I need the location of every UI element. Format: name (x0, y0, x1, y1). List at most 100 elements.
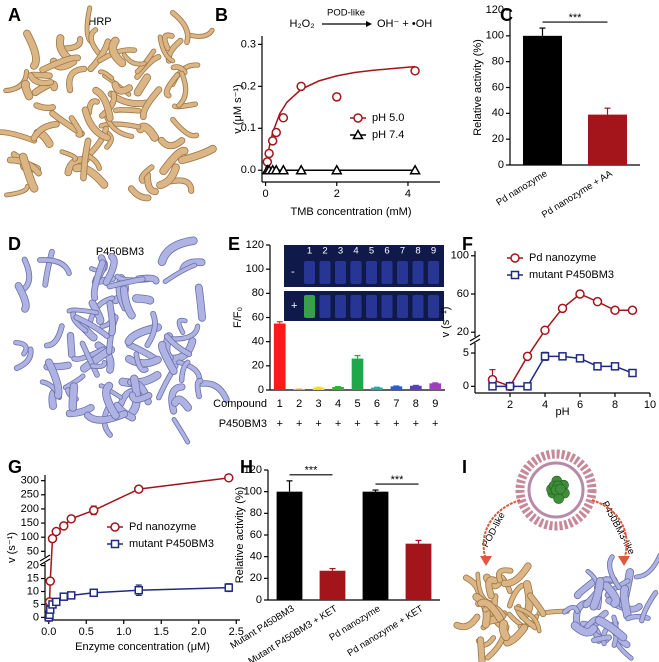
ribbon (44, 324, 64, 348)
bar (390, 386, 403, 390)
inset-column-label: 8 (415, 246, 420, 257)
bar (429, 383, 442, 390)
panel-label: E (228, 234, 240, 254)
ribbon (639, 590, 658, 623)
y-tick-label: 200 (21, 503, 39, 515)
marker (270, 164, 283, 175)
ribbon (590, 577, 604, 610)
condition-label: + (315, 418, 321, 430)
y-tick-label: 0.3 (241, 38, 256, 50)
vial (304, 261, 315, 284)
ribbon (19, 153, 38, 192)
x-tick-label: 1 (277, 398, 283, 410)
image-label: HRP (88, 16, 111, 28)
ribbon (478, 599, 503, 622)
vial (335, 261, 346, 284)
marker (558, 352, 567, 361)
x-tick-label: 8 (413, 398, 419, 410)
inset-header (284, 245, 444, 257)
marker (59, 521, 69, 531)
ribbon (186, 28, 214, 39)
y-tick-label: 0 (498, 159, 504, 171)
inset-row-label: + (291, 300, 297, 312)
ribbon (107, 300, 116, 336)
ribbon (134, 54, 161, 80)
ribbon (171, 396, 192, 411)
x-tick-label: 10 (644, 399, 656, 411)
ribbon (139, 165, 154, 183)
legend-label: mutant P450BM3 (129, 538, 214, 550)
vial (428, 261, 439, 284)
reaction: OH⁻ + •OH (377, 18, 432, 30)
marker (296, 81, 306, 92)
y-tick-label: 20 (492, 133, 504, 145)
ribbon (145, 311, 158, 348)
ribbon (0, 130, 37, 143)
y-tick-label: 150 (21, 517, 39, 529)
condition-label: + (432, 418, 438, 430)
marker (628, 368, 637, 378)
ribbon (66, 66, 87, 93)
vial (335, 295, 346, 318)
inset-column-label: 7 (400, 246, 405, 257)
vial (397, 295, 408, 318)
bar (405, 543, 432, 600)
bar (276, 491, 303, 600)
row-label: P450BM3 (219, 418, 267, 430)
reaction-arrowhead (366, 21, 372, 27)
ribbon (179, 360, 190, 383)
inset-row-label: - (291, 266, 295, 278)
line (492, 355, 633, 388)
significance-label: *** (391, 474, 405, 486)
x-tick-label: 1.5 (154, 626, 169, 638)
reaction: H₂O₂ (289, 18, 314, 30)
y-tick-label: 20 (457, 326, 469, 338)
y-tick-label: 80 (492, 56, 504, 68)
marker (110, 522, 120, 532)
marker (575, 354, 585, 363)
vial (319, 261, 331, 284)
arrow (591, 499, 628, 561)
marker (610, 362, 620, 371)
bar (410, 385, 422, 390)
ribbon (140, 87, 162, 120)
pd-cluster (555, 483, 566, 495)
ribbon (34, 103, 56, 111)
ribbon (499, 620, 510, 641)
ribbon (595, 616, 627, 641)
ribbon (177, 318, 187, 335)
marker (52, 597, 61, 607)
y-tick-label: 0 (463, 380, 469, 392)
ribbon (129, 392, 152, 403)
ribbon (162, 33, 174, 51)
marker (610, 305, 620, 315)
x-tick-label: 9 (432, 398, 438, 410)
condition-label: + (374, 418, 380, 430)
ribbon (103, 253, 117, 286)
ribbon (574, 578, 598, 599)
ribbon (164, 334, 192, 357)
ribbon (84, 410, 128, 423)
y-tick-label: 0 (33, 611, 39, 623)
ribbon (120, 286, 135, 319)
x-tick-label: Pd nanozyme (494, 168, 549, 208)
ribbon (178, 145, 217, 164)
ribbon (40, 55, 81, 73)
y-tick-label: 0 (256, 594, 262, 606)
marker (51, 526, 61, 537)
ribbon (90, 360, 107, 369)
bar (351, 358, 364, 390)
marker (224, 583, 233, 592)
ribbon (73, 164, 108, 188)
y-tick-label: 300 (21, 475, 39, 487)
inset-column-label: 4 (353, 246, 358, 257)
ribbon (89, 27, 101, 55)
y-tick-label: 20 (252, 360, 264, 372)
ribbon (177, 71, 188, 108)
x-tick-label: 8 (612, 399, 618, 411)
vial (428, 295, 439, 318)
ribbon (156, 164, 180, 189)
vial (304, 295, 315, 318)
ribbon (93, 87, 113, 121)
bar (319, 570, 346, 600)
